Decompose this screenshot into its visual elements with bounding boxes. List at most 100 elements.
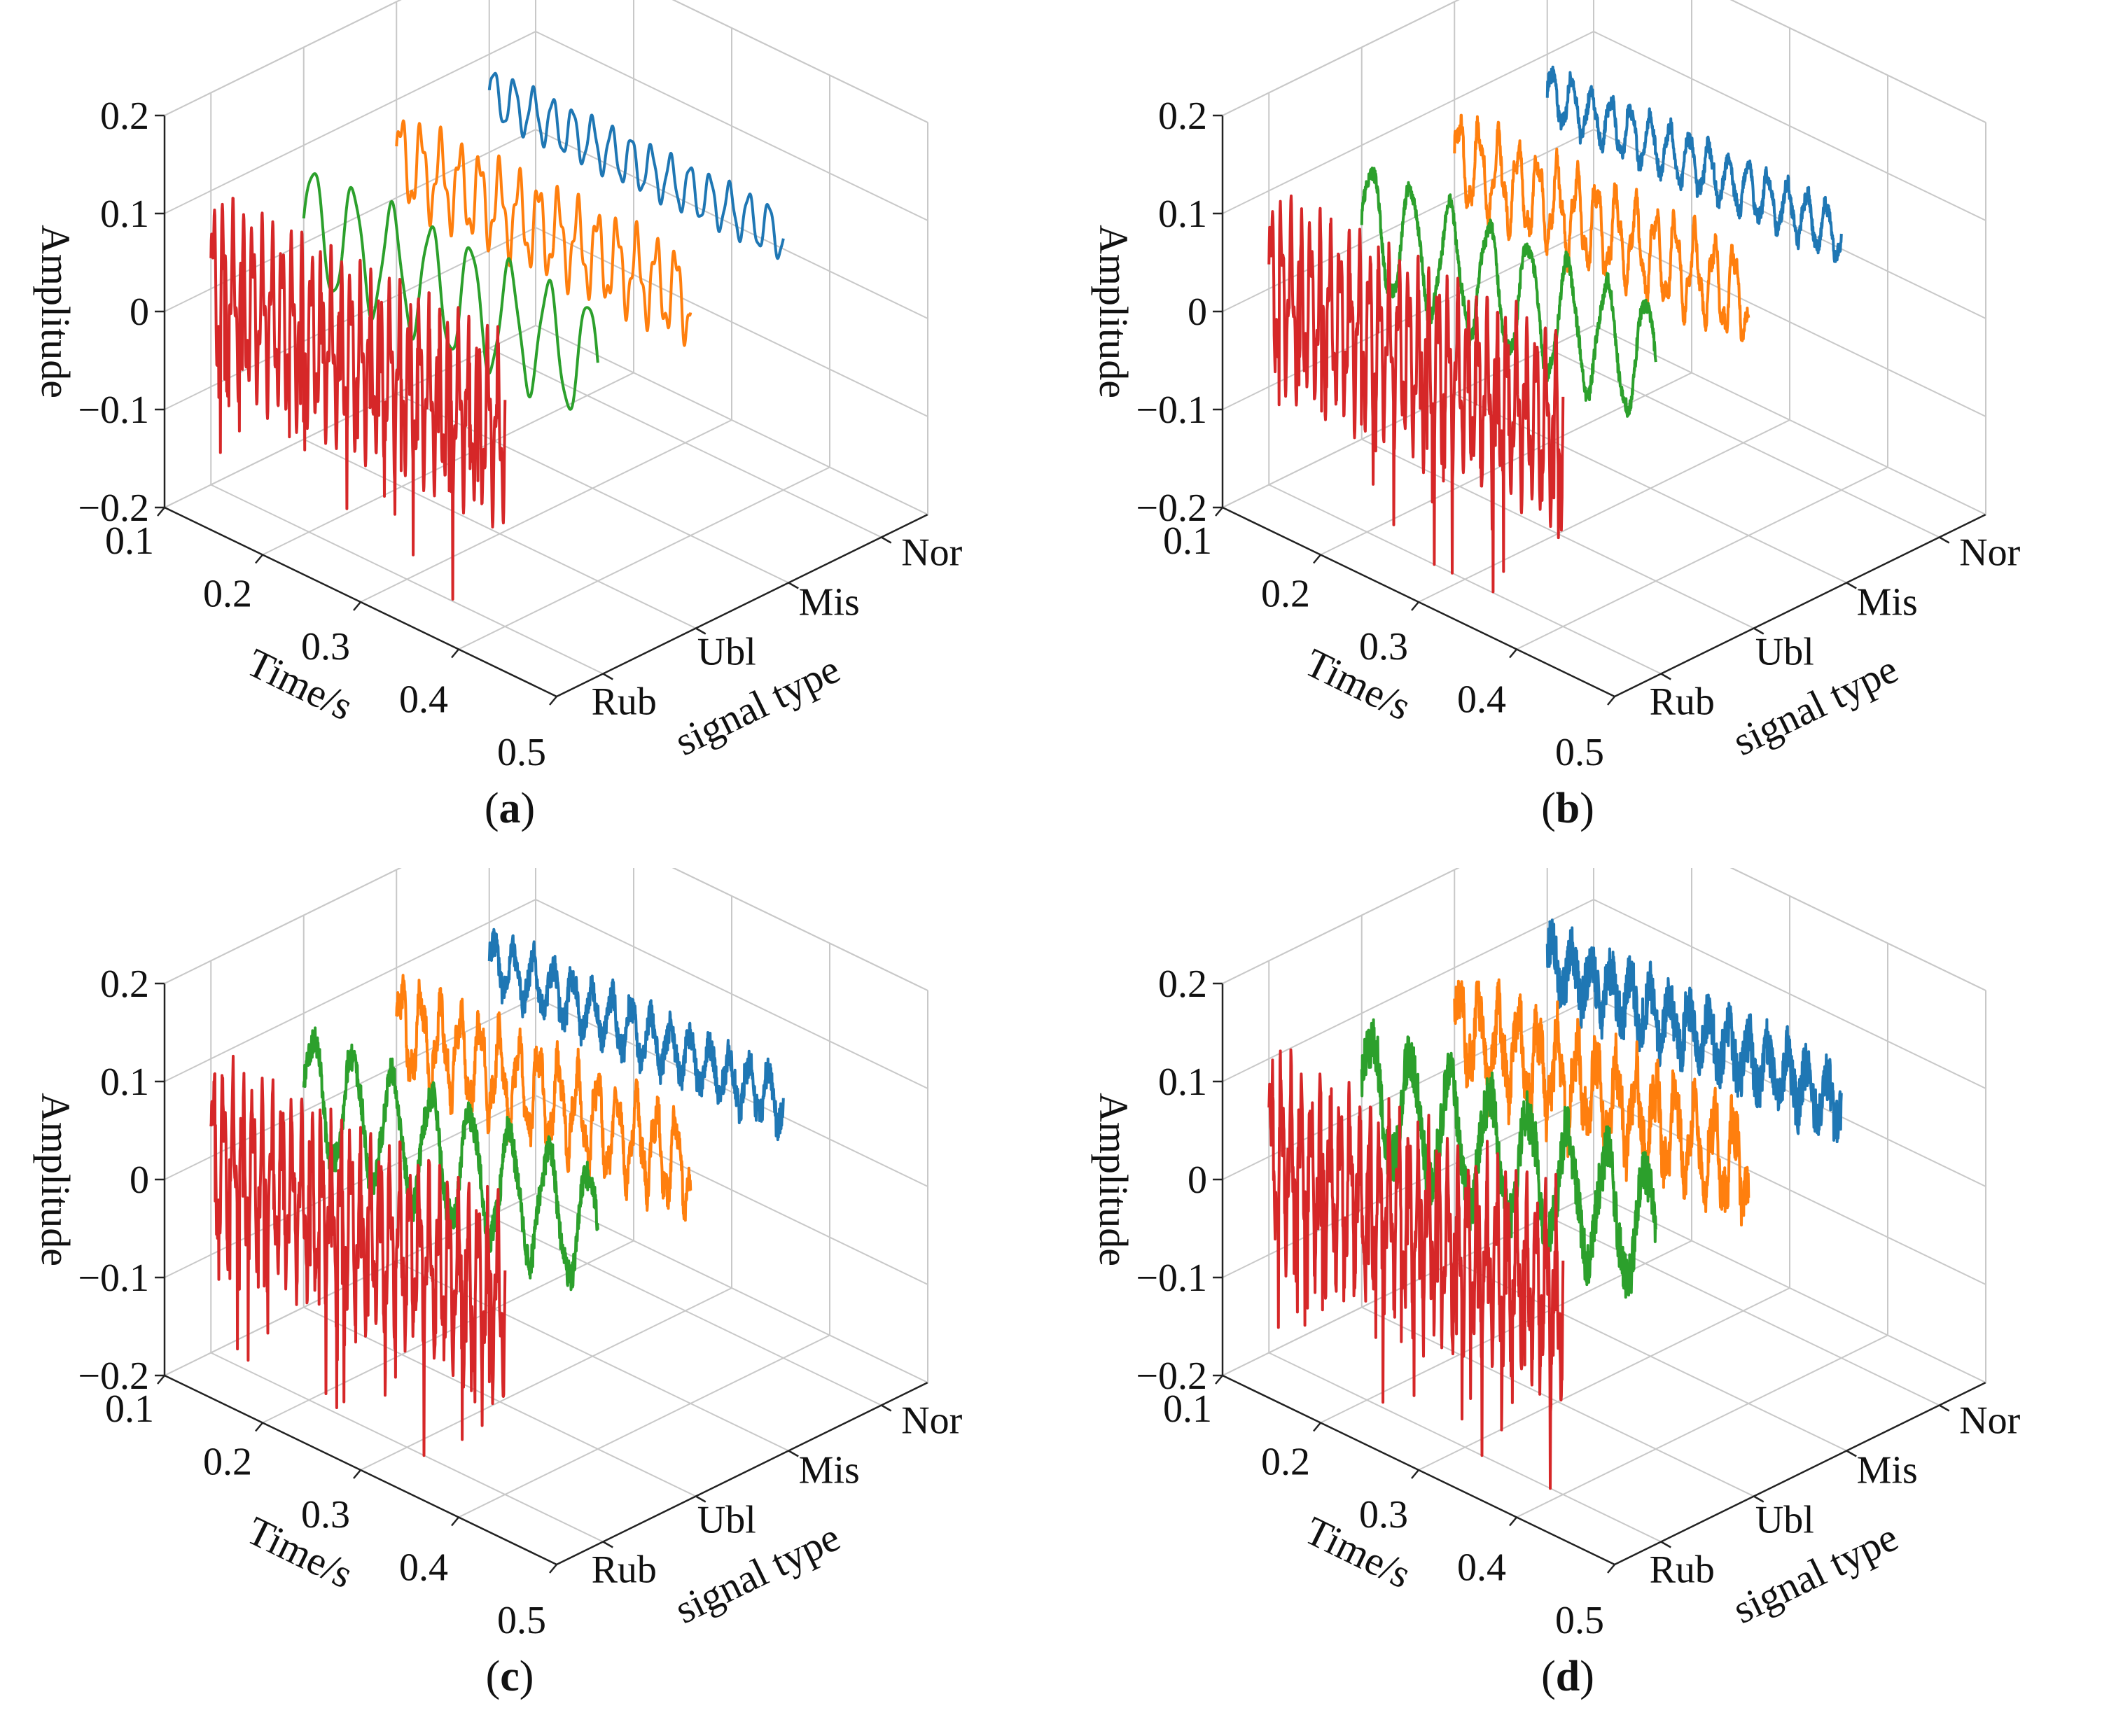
x-tick-label: 0.2 <box>1261 1441 1310 1484</box>
x-tick-mark <box>255 554 263 564</box>
x-tick-label: 0.1 <box>105 1387 154 1431</box>
floor-gridline <box>1222 1193 1594 1376</box>
series-line-nor <box>487 927 785 1142</box>
x-tick-label: 0.3 <box>301 1493 350 1536</box>
floor-gridline <box>210 484 604 675</box>
x-tick-label: 0.3 <box>301 625 350 668</box>
floor-gridline <box>489 1215 882 1406</box>
chart-panel-d: −0.2 −0.1 0 0.1 0.2 0.1 0.2 0.3 0.4 0.5 Rub Ubl Mis N… <box>1058 868 2116 1736</box>
chart-panel-b: −0.2 −0.1 0 0.1 0.2 0.1 0.2 0.3 0.4 0.5 Rub Ubl Mis N… <box>1058 0 2116 868</box>
back-wall-gridline <box>535 31 928 221</box>
y-tick-mark <box>602 1541 613 1548</box>
frame-top-side-edge <box>164 0 402 116</box>
x-tick-mark <box>255 1422 263 1432</box>
tick-group: −0.2 −0.1 0 0.1 0.2 0.1 0.2 0.3 0.4 0.5 Rub Ubl Mis N… <box>78 962 962 1642</box>
back-wall-gridline <box>1593 31 1986 221</box>
category-tick-label: Ubl <box>1755 1499 1814 1542</box>
y-tick-mark <box>1660 1541 1671 1548</box>
series-line-ubl <box>302 1026 599 1292</box>
category-tick-label: Mis <box>1857 1449 1918 1492</box>
series-line-nor <box>487 71 785 260</box>
chart-panel-a: −0.2 −0.1 0 0.1 0.2 0.1 0.2 0.3 0.4 0.5 Rub Ubl Mis N… <box>0 0 1058 868</box>
series-line-mis <box>1453 113 1750 342</box>
z-tick-label: 0 <box>1188 1158 1207 1202</box>
y-tick-mark <box>1939 1404 1950 1412</box>
series-line-nor <box>1545 918 1843 1144</box>
floor-gridline <box>164 1193 536 1376</box>
y-tick-mark <box>788 582 799 589</box>
x-tick-mark <box>1313 1422 1321 1432</box>
series-line-nor <box>1545 65 1843 263</box>
x-tick-mark <box>549 1564 557 1574</box>
x-tick-label: 0.3 <box>1359 1493 1408 1536</box>
x-tick-mark <box>451 648 459 659</box>
frame-top-edge <box>1729 868 1986 991</box>
z-tick-label: −0.2 <box>78 1354 149 1398</box>
z-axis-label: Amplitude <box>1091 225 1136 398</box>
y-tick-mark <box>1939 536 1950 544</box>
y-axis-line <box>1614 513 1986 698</box>
chart-panel-c: −0.2 −0.1 0 0.1 0.2 0.1 0.2 0.3 0.4 0.5 Rub Ubl Mis N… <box>0 868 1058 1736</box>
x-tick-mark <box>1411 1469 1419 1479</box>
floor-gridline <box>1516 1334 1888 1518</box>
category-tick-label: Nor <box>901 1399 962 1443</box>
side-wall-gridline <box>164 31 536 214</box>
z-tick-label: 0 <box>130 1158 149 1202</box>
y-tick-mark <box>695 1495 707 1503</box>
floor-gridline <box>458 466 830 650</box>
series-line-rub <box>1267 194 1565 594</box>
tick-group: −0.2 −0.1 0 0.1 0.2 0.1 0.2 0.3 0.4 0.5 Rub Ubl Mis N… <box>1136 962 2020 1642</box>
series-group <box>209 71 785 601</box>
side-wall-gridline <box>164 899 536 1082</box>
y-tick-mark <box>602 673 613 680</box>
side-wall-gridline <box>164 0 402 116</box>
frame-top-side-edge <box>164 868 402 984</box>
panel-label: (a) <box>485 785 535 832</box>
z-axis-label: Amplitude <box>1091 1093 1136 1266</box>
grid-group <box>163 868 928 1566</box>
z-axis-label: Amplitude <box>33 1093 78 1266</box>
back-wall-gridline <box>1593 1095 1986 1285</box>
y-tick-mark <box>1753 627 1765 635</box>
side-wall-gridline <box>1222 31 1594 214</box>
x-tick-label: 0.4 <box>1457 678 1506 722</box>
series-line-ubl <box>302 172 599 411</box>
x-tick-mark <box>1215 1375 1223 1385</box>
x-tick-label: 0.5 <box>497 1599 546 1642</box>
series-line-mis <box>1453 978 1750 1227</box>
floor-gridline <box>360 419 732 603</box>
x-tick-label: 0.2 <box>203 573 252 616</box>
back-wall-gridline <box>1593 899 1986 1089</box>
x-tick-label: 0.1 <box>1163 1387 1212 1431</box>
series-line-mis <box>395 974 692 1222</box>
side-wall-gridline <box>1222 0 1460 116</box>
category-tick-label: Mis <box>1857 581 1918 624</box>
y-axis-label: signal type <box>668 646 847 764</box>
back-wall-gridline <box>535 129 928 319</box>
category-tick-label: Mis <box>799 581 860 624</box>
z-tick-label: 0.2 <box>1158 94 1207 138</box>
z-tick-label: 0.1 <box>1158 192 1207 236</box>
y-tick-mark <box>1753 1495 1765 1503</box>
x-tick-mark <box>1313 554 1321 564</box>
category-tick-label: Rub <box>1650 680 1715 724</box>
series-group <box>1267 65 1843 594</box>
category-tick-label: Ubl <box>697 1499 756 1542</box>
frame-top-side-edge <box>1222 868 1460 984</box>
floor-gridline <box>303 438 697 629</box>
tick-group: −0.2 −0.1 0 0.1 0.2 0.1 0.2 0.3 0.4 0.5 Rub Ubl Mis N… <box>1136 94 2020 774</box>
x-tick-mark <box>1215 507 1223 517</box>
side-wall-gridline <box>164 868 402 984</box>
y-axis-line <box>556 1381 928 1566</box>
frame-top-side-edge <box>1222 0 1460 116</box>
x-tick-label: 0.1 <box>105 519 154 563</box>
y-axis-label: signal type <box>668 1514 847 1632</box>
y-axis-label: signal type <box>1726 1514 1905 1632</box>
y-axis-label: signal type <box>1726 646 1905 764</box>
z-tick-label: 0.2 <box>100 94 149 138</box>
floor-gridline <box>360 1287 732 1471</box>
y-tick-mark <box>1846 1450 1857 1457</box>
z-tick-label: −0.2 <box>1136 1354 1207 1398</box>
z-tick-label: 0.1 <box>100 192 149 236</box>
category-tick-label: Ubl <box>1755 631 1814 674</box>
